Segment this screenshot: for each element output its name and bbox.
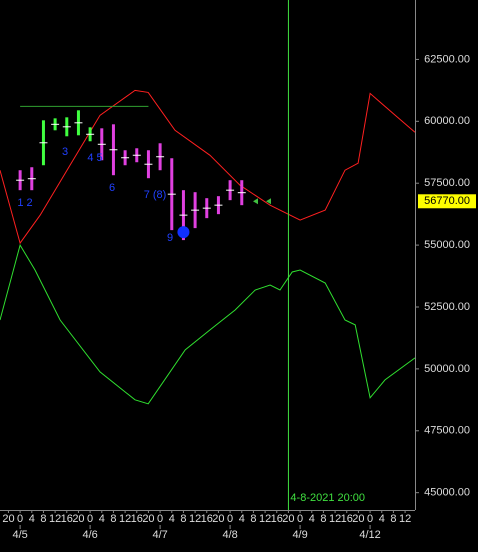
date-tick-label: 4/6 xyxy=(82,529,97,541)
x-tick-label: 0 xyxy=(297,513,303,525)
x-tick-label: 12 xyxy=(329,513,341,525)
date-tick-label: 4/9 xyxy=(292,529,307,541)
x-tick-label: 0 xyxy=(157,513,163,525)
x-tick-label: 16 xyxy=(131,513,143,525)
y-tick-label: 45000.00 xyxy=(424,487,470,499)
wave-label: 1 2 xyxy=(17,197,32,209)
x-tick-label: 16 xyxy=(61,513,73,525)
wave-label: 6 xyxy=(109,182,115,194)
x-tick-label: 8 xyxy=(390,513,396,525)
x-tick-label: 4 xyxy=(239,513,245,525)
x-tick-label: 8 xyxy=(250,513,256,525)
y-tick-label: 47500.00 xyxy=(424,425,470,437)
x-tick-label: 8 xyxy=(110,513,116,525)
x-tick-label: 20 xyxy=(72,513,84,525)
x-tick-label: 16 xyxy=(271,513,283,525)
price-arrow xyxy=(253,198,258,205)
last-price-box xyxy=(418,194,476,209)
x-tick-label: 0 xyxy=(17,513,23,525)
y-tick-label: 57500.00 xyxy=(424,177,470,189)
x-tick-label: 4 xyxy=(309,513,315,525)
x-tick-label: 0 xyxy=(227,513,233,525)
y-tick-label: 62500.00 xyxy=(424,53,470,65)
date-tick-label: 4/12 xyxy=(359,529,380,541)
wave-label: 7 (8) xyxy=(144,189,167,201)
x-tick-label: 12 xyxy=(119,513,131,525)
x-tick-label: 8 xyxy=(40,513,46,525)
x-tick-label: 0 xyxy=(367,513,373,525)
x-tick-label: 20 xyxy=(212,513,224,525)
x-tick-label: 0 xyxy=(87,513,93,525)
price-arrow xyxy=(266,198,271,205)
y-tick-label: 50000.00 xyxy=(424,363,470,375)
x-tick-label: 16 xyxy=(341,513,353,525)
x-tick-label: 4 xyxy=(99,513,105,525)
x-tick-label: 12 xyxy=(399,513,411,525)
x-tick-label: 20 xyxy=(352,513,364,525)
date-tick-label: 4/8 xyxy=(222,529,237,541)
date-tick-label: 4/5 xyxy=(12,529,27,541)
cursor-label: 4-8-2021 20:00 xyxy=(290,492,365,504)
indicator-line xyxy=(0,243,416,405)
x-tick-label: 20 xyxy=(282,513,294,525)
x-tick-label: 20 xyxy=(2,513,14,525)
x-tick-label: 20 xyxy=(142,513,154,525)
x-tick-label: 4 xyxy=(379,513,385,525)
x-tick-label: 12 xyxy=(259,513,271,525)
x-tick-label: 16 xyxy=(201,513,213,525)
wave-label: 9 xyxy=(167,232,173,244)
date-tick-label: 4/7 xyxy=(152,529,167,541)
x-tick-label: 8 xyxy=(180,513,186,525)
x-tick-label: 8 xyxy=(320,513,326,525)
x-tick-label: 12 xyxy=(49,513,61,525)
wave-label: 3 xyxy=(62,146,68,158)
last-price-label: 56770.00 xyxy=(424,195,470,207)
y-tick-label: 55000.00 xyxy=(424,239,470,251)
x-tick-label: 4 xyxy=(169,513,175,525)
signal-marker xyxy=(177,226,190,239)
y-tick-label: 52500.00 xyxy=(424,301,470,313)
x-tick-label: 4 xyxy=(29,513,35,525)
y-tick-label: 60000.00 xyxy=(424,115,470,127)
x-tick-label: 12 xyxy=(189,513,201,525)
wave-label: 4 5 xyxy=(87,152,102,164)
indicator-line xyxy=(0,89,416,245)
